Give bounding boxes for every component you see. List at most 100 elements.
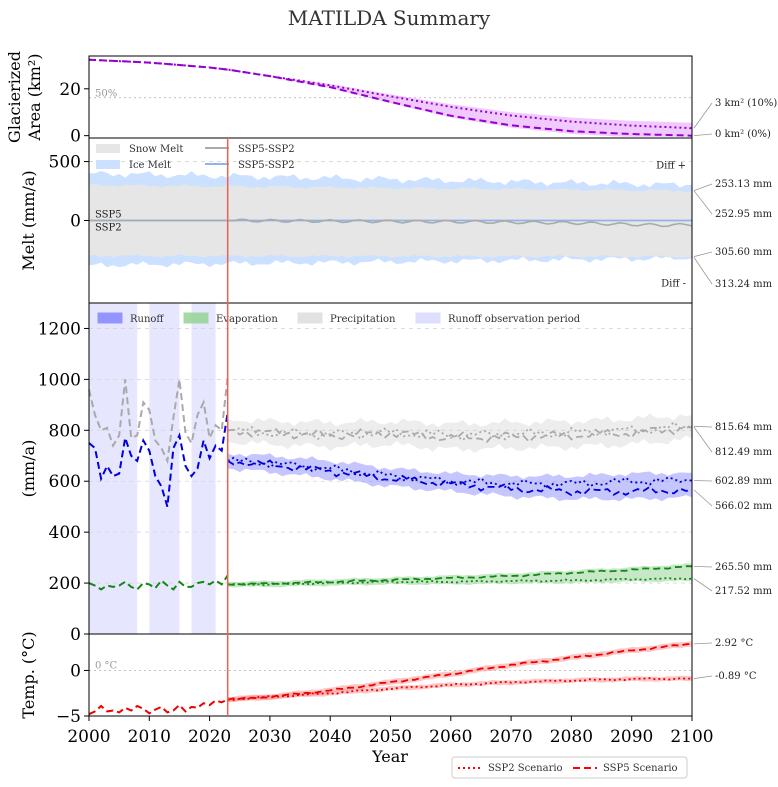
snow-melt-diff-line <box>89 218 693 228</box>
melt-end-label-leader <box>693 183 713 192</box>
melt-legend-swatch <box>96 160 120 169</box>
x-tick-label: 2070 <box>489 727 532 747</box>
panel-glacier: 0 20 Glacierized Area (km²) 50% 3 km² (10%) 0 … <box>5 51 777 147</box>
water-legend-label: Runoff observation period <box>448 314 581 325</box>
water-end-label: 815.64 mm <box>715 422 773 433</box>
chart-title: MATILDA Summary <box>288 6 491 30</box>
water-legend-label: Runoff <box>130 314 164 325</box>
water-end-label: 812.49 mm <box>715 447 773 458</box>
glacier-end-label-leader <box>693 133 713 137</box>
scenario-legend-box <box>451 756 688 779</box>
x-tick-label: 2080 <box>550 727 593 747</box>
temperature-end-label: -0.89 °C <box>715 671 757 682</box>
x-tick-label: 2040 <box>309 727 352 747</box>
scenario-legend-label: SSP2 Scenario <box>488 763 563 774</box>
water-end-label-leader <box>693 489 713 507</box>
temperature-ylabel: Temp. (°C) <box>19 631 38 718</box>
x-tick-label: 2010 <box>128 727 171 747</box>
x-tick-label: 2100 <box>670 727 713 747</box>
water-ylabel: (mm/a) <box>19 440 38 498</box>
water-ytick-label: 800 <box>49 421 81 441</box>
runoff-ssp5-line <box>227 459 693 497</box>
glacier-end-label: 3 km² (10%) <box>715 98 777 109</box>
temperature-band-ssp2 <box>227 675 692 703</box>
water-end-label: 217.52 mm <box>715 586 773 597</box>
water-end-label: 265.50 mm <box>715 562 773 573</box>
precipitation-historic-line <box>88 376 229 465</box>
precipitation-ssp5-line <box>227 426 693 444</box>
x-tick-label: 2030 <box>248 727 291 747</box>
x-tick-label: 2020 <box>188 727 231 747</box>
melt-end-label: 313.24 mm <box>715 279 773 290</box>
melt-end-label-leader <box>693 190 713 215</box>
glacier-uncertainty-band <box>89 59 692 137</box>
x-axis: 2000 2010 2020 2030 2040 2050 2060 2070 2080 2090… <box>67 716 714 766</box>
water-end-label-leader <box>693 578 713 592</box>
water-legend-swatch <box>97 312 123 324</box>
water-end-label-leader <box>693 565 713 568</box>
runoff-ssp2-line <box>227 456 693 490</box>
water-end-label-leader <box>693 425 713 428</box>
evaporation-ssp5-line <box>227 565 693 586</box>
water-end-label: 602.89 mm <box>715 476 773 487</box>
runoff-observation-period <box>191 303 216 634</box>
water-legend-swatch <box>415 312 441 324</box>
temperature-end-label: 2.92 °C <box>715 638 753 649</box>
temperature-end-label-leader <box>693 642 713 645</box>
temperature-ssp2-line <box>227 677 692 701</box>
glacier-ssp2-line <box>88 58 693 130</box>
water-legend-label: Precipitation <box>330 314 396 325</box>
x-tick-label: 2060 <box>429 727 472 747</box>
temperature-y-axis: −5 0 Temp. (°C) <box>19 631 89 727</box>
scenario-legend-label: SSP5 Scenario <box>603 763 678 774</box>
temperature-ytick-label: 0 <box>70 661 81 681</box>
panel-melt: 0 500 Melt (mm/a) SSP5 SSP2 Diff + Diff - Snow … <box>19 137 773 304</box>
melt-inline-label: SSP5 <box>95 210 122 221</box>
melt-legend-label: SSP5-SSP2 <box>238 144 295 155</box>
scenario-legend: SSP2 Scenario SSP5 Scenario <box>451 756 688 779</box>
melt-ytick-label: 500 <box>49 153 81 173</box>
panel-water: 0 200 400 600 800 1000 1200 (mm/a) Runoff Evapora… <box>19 302 773 645</box>
water-legend-label: Evaporation <box>216 314 278 325</box>
temperature-ssp5-line <box>227 642 693 701</box>
water-end-label-leader <box>693 480 713 482</box>
melt-legend-swatch <box>96 144 120 153</box>
glacier-y-axis: 0 20 Glacierized Area (km²) <box>5 51 89 147</box>
glacier-ytick-label: 0 <box>70 127 81 147</box>
melt-end-label: 252.95 mm <box>715 209 773 220</box>
melt-inline-label: Diff - <box>661 279 686 290</box>
glacier-50pct-label: 50% <box>95 89 117 100</box>
melt-end-label-leader <box>693 257 713 285</box>
water-end-label: 566.02 mm <box>715 501 773 512</box>
water-ytick-label: 1000 <box>38 370 81 390</box>
temperature-historic-line <box>88 698 229 716</box>
melt-legend-label: SSP5-SSP2 <box>238 160 295 171</box>
panel-temperature: −5 0 Temp. (°C) 0 °C 2.92 °C -0.89 °C <box>19 631 757 727</box>
water-ytick-label: 1200 <box>38 319 81 339</box>
melt-end-label: 305.60 mm <box>715 247 773 258</box>
x-tick-label: 2000 <box>67 727 110 747</box>
melt-end-label: 253.13 mm <box>715 179 773 190</box>
melt-legend-label: Ice Melt <box>129 160 171 171</box>
runoff-observation-period <box>89 303 138 634</box>
melt-ylabel: Melt (mm/a) <box>19 170 38 270</box>
glacier-ssp5-line <box>88 58 693 137</box>
melt-y-axis: 0 500 Melt (mm/a) <box>19 153 89 271</box>
glacier-ylabel: Area (km²) <box>25 53 44 141</box>
melt-legend-label: Snow Melt <box>129 144 183 155</box>
x-tick-label: 2050 <box>369 727 412 747</box>
melt-legend: Snow Melt Ice Melt SSP5-SSP2 SSP5-SSP2 <box>96 144 295 171</box>
water-legend-swatch <box>297 312 323 324</box>
water-ytick-label: 0 <box>70 625 81 645</box>
evaporation-historic-line <box>88 574 229 591</box>
runoff-historic-line <box>88 412 229 507</box>
glacier-ylabel: Glacierized <box>5 51 24 143</box>
water-ytick-label: 200 <box>49 574 81 594</box>
x-axis-label: Year <box>371 747 408 766</box>
temperature-zero-label: 0 °C <box>95 660 118 671</box>
glacier-end-label-leader <box>693 102 713 129</box>
x-tick-label: 2090 <box>610 727 653 747</box>
runoff-observation-period <box>149 303 180 634</box>
water-legend-swatch <box>183 312 209 324</box>
